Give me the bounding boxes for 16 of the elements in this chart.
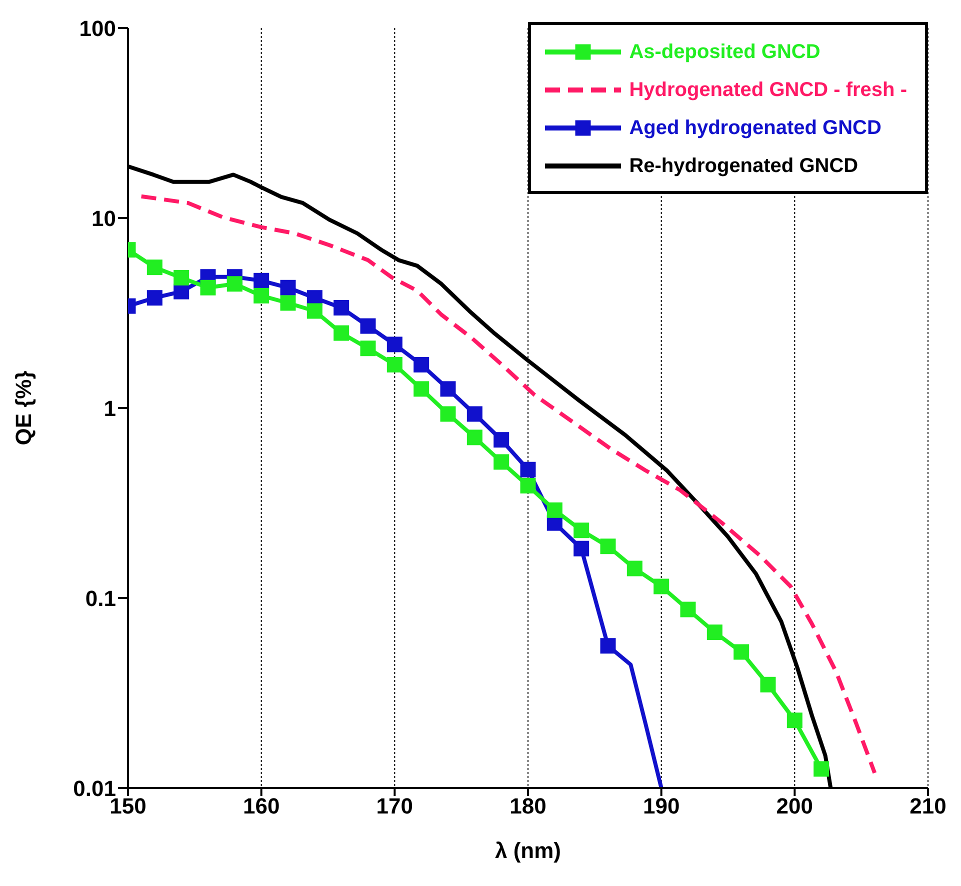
y-tick-label: 1 bbox=[104, 396, 116, 421]
legend-label: Re-hydrogenated GNCD bbox=[629, 154, 858, 178]
x-tick-label: 170 bbox=[376, 794, 414, 819]
y-tick-label: 0.1 bbox=[85, 586, 116, 611]
x-tick-label: 200 bbox=[776, 794, 814, 819]
legend-label: As-deposited GNCD bbox=[629, 40, 820, 64]
y-tick-label: 100 bbox=[79, 16, 116, 41]
y-tick-label: 10 bbox=[92, 206, 116, 231]
x-tick-label: 210 bbox=[910, 794, 946, 819]
y-axis-title: QE {%} bbox=[10, 370, 36, 446]
x-tick-label: 190 bbox=[642, 794, 680, 819]
x-axis-title: λ (nm) bbox=[495, 838, 561, 863]
legend-label: Aged hydrogenated GNCD bbox=[629, 116, 882, 140]
x-tick-label: 180 bbox=[510, 794, 546, 819]
legend-label: Hydrogenated GNCD - fresh - bbox=[629, 78, 907, 102]
x-tick-label: 160 bbox=[242, 794, 280, 819]
